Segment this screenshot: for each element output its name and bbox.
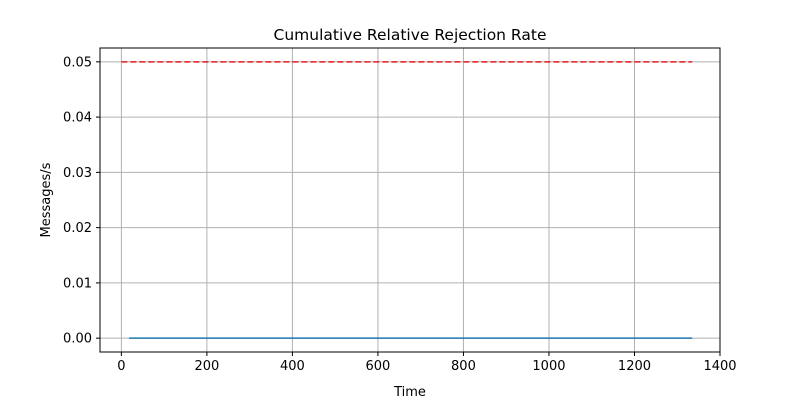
x-tick-label: 0 xyxy=(117,359,125,374)
y-tick-label: 0.00 xyxy=(63,332,92,347)
y-tick-label: 0.02 xyxy=(63,221,92,236)
y-ticks: 0.00 0.01 0.02 0.03 0.04 0.05 xyxy=(63,55,100,347)
x-tick-label: 800 xyxy=(451,359,476,374)
x-tick-label: 1400 xyxy=(703,359,736,374)
y-tick-label: 0.01 xyxy=(63,276,92,291)
x-tick-label: 1000 xyxy=(532,359,565,374)
x-tick-label: 400 xyxy=(280,359,305,374)
y-axis-label: Messages/s xyxy=(39,162,54,237)
y-tick-label: 0.04 xyxy=(63,111,92,126)
axes-frame xyxy=(99,47,721,353)
chart-title: Cumulative Relative Rejection Rate xyxy=(274,26,547,44)
x-ticks: 0 200 400 600 800 1000 1200 1400 xyxy=(117,352,737,374)
x-tick-label: 600 xyxy=(366,359,391,374)
x-axis-label: Time xyxy=(393,385,426,400)
series-layer xyxy=(121,61,693,339)
y-tick-label: 0.05 xyxy=(63,55,92,70)
x-tick-label: 1200 xyxy=(618,359,651,374)
x-tick-label: 200 xyxy=(194,359,219,374)
y-tick-label: 0.03 xyxy=(63,166,92,181)
